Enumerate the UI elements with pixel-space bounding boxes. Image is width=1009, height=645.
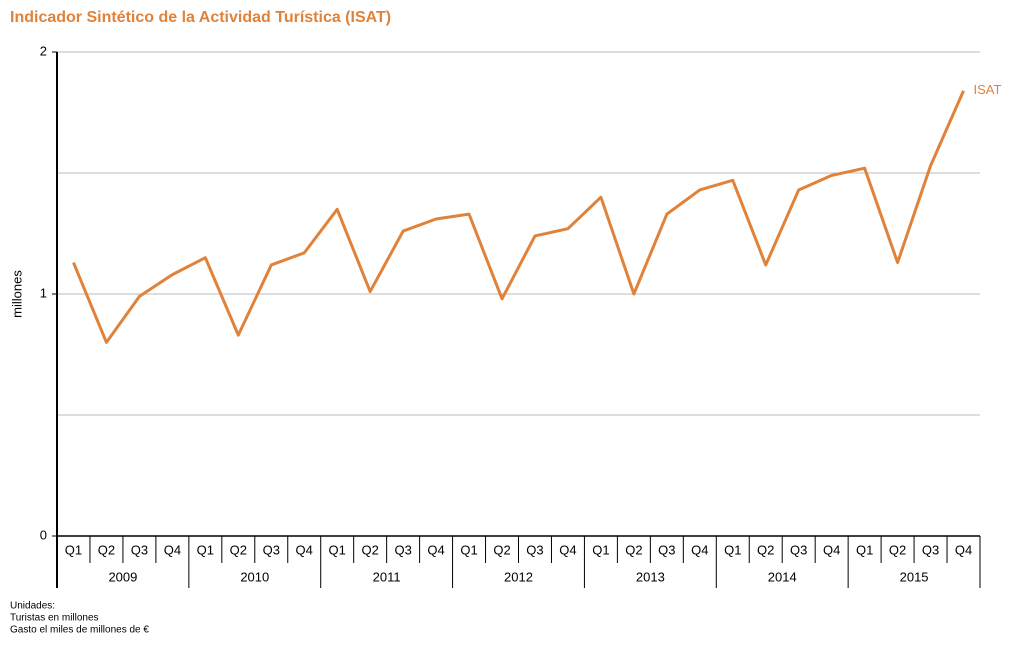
y-axis-label: millones — [9, 270, 24, 318]
x-tick-label: Q2 — [98, 542, 115, 557]
y-tick-label: 0 — [40, 527, 47, 542]
note: Unidades: — [10, 601, 55, 612]
x-tick-label: Q4 — [427, 542, 444, 557]
x-tick-label: Q2 — [493, 542, 510, 557]
x-tick-label: Q4 — [296, 542, 313, 557]
x-tick-label: Q3 — [263, 542, 280, 557]
x-tick-label: Q1 — [724, 542, 741, 557]
x-tick-label: Q2 — [625, 542, 642, 557]
x-tick-label: Q4 — [823, 542, 840, 557]
x-tick-label: Q2 — [757, 542, 774, 557]
note: Gasto el miles de millones de € — [10, 625, 149, 636]
year-label: 2009 — [108, 569, 137, 584]
data-line — [72, 90, 965, 344]
x-tick-label: Q1 — [592, 542, 609, 557]
x-tick-label: Q4 — [955, 542, 972, 557]
x-tick-label: Q2 — [889, 542, 906, 557]
year-label: 2014 — [768, 569, 797, 584]
x-tick-label: Q3 — [526, 542, 543, 557]
x-tick-label: Q3 — [394, 542, 411, 557]
year-label: 2012 — [504, 569, 533, 584]
chart-title: Indicador Sintético de la Actividad Turí… — [10, 9, 391, 26]
x-tick-label: Q1 — [460, 542, 477, 557]
x-tick-label: Q4 — [164, 542, 181, 557]
x-tick-label: Q1 — [65, 542, 82, 557]
x-tick-label: Q3 — [658, 542, 675, 557]
x-tick-label: Q4 — [559, 542, 576, 557]
year-label: 2015 — [900, 569, 929, 584]
x-tick-label: Q1 — [197, 542, 214, 557]
series-label: ISAT — [974, 82, 1002, 97]
x-tick-label: Q1 — [856, 542, 873, 557]
year-label: 2010 — [240, 569, 269, 584]
y-tick-label: 1 — [40, 285, 47, 300]
x-tick-label: Q3 — [790, 542, 807, 557]
x-tick-label: Q2 — [230, 542, 247, 557]
year-label: 2013 — [636, 569, 665, 584]
x-tick-label: Q3 — [922, 542, 939, 557]
x-tick-label: Q1 — [329, 542, 346, 557]
x-tick-label: Q4 — [691, 542, 708, 557]
y-tick-label: 2 — [40, 43, 47, 58]
note: Turistas en millones — [10, 613, 99, 624]
year-label: 2011 — [373, 569, 401, 584]
x-tick-label: Q2 — [361, 542, 378, 557]
x-tick-label: Q3 — [131, 542, 148, 557]
